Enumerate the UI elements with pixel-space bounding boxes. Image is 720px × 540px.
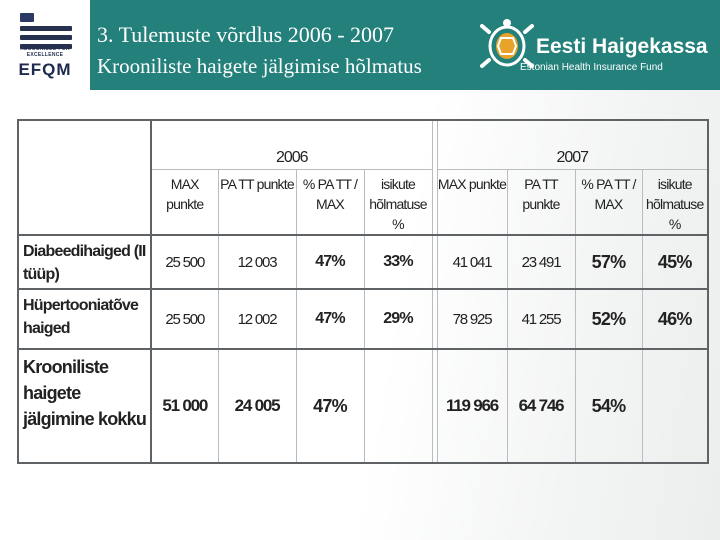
cell-patt-2007: 64 746 [506,348,576,464]
cell-max-2007: 41 041 [436,234,508,290]
efqm-logo: RECOGNISED FOR EXCELLENCE EFQM [0,0,89,90]
col-max-2006: MAX punkte [150,169,219,236]
efqm-recognised-text: RECOGNISED FOR EXCELLENCE [20,46,70,58]
cell-pct-2007: 52% [574,288,643,350]
turtle-icon [480,19,534,68]
brand-name: Eesti Haigekassa [536,35,708,58]
cell-pct-2007: 54% [574,348,643,464]
col-patt-2006: PA TT punkte [217,169,297,236]
row-label: Krooniliste haigete jälgimine kokku [17,348,152,464]
cell-max-2007: 78 925 [436,288,508,350]
cell-isik-2006: 33% [363,234,433,290]
cell-isik-2006: 29% [363,288,433,350]
cell-max-2007: 119 966 [436,348,508,464]
cell-max-2006: 51 000 [150,348,219,464]
cell-patt-2006: 12 002 [217,288,297,350]
title-band [90,0,720,90]
row-label: Hüpertooniatõve haiged [17,288,152,350]
cell-max-2006: 25 500 [150,288,219,350]
cell-pct-2006: 47% [295,234,365,290]
cell-isik-2007: 45% [641,234,709,290]
table-row: Krooniliste haigete jälgimine kokku 51 0… [17,348,709,464]
cell-pct-2006: 47% [295,288,365,350]
corner-cell [17,119,152,236]
row-label: Diabeedihaiged (II tüüp) [17,234,152,290]
cell-patt-2007: 41 255 [506,288,576,350]
comparison-table: 2006 2007 MAX punkte PA TT punkte % PA T… [17,119,709,464]
cell-isik-2007: 46% [641,288,709,350]
brand-subtitle: Estonian Health Insurance Fund [520,62,663,73]
col-patt-2007: PA TT punkte [506,169,576,236]
col-pct-2006: % PA TT / MAX [295,169,365,236]
efqm-wordmark: EFQM [18,60,72,79]
year-2007-header: 2007 [436,119,709,170]
slide-title: 3. Tulemuste võrdlus 2006 - 2007 [97,22,395,47]
col-isik-2007: isikute hõlmatuse % [641,169,709,236]
cell-pct-2006: 47% [295,348,365,464]
cell-isik-2007 [641,348,709,464]
col-isik-2006: isikute hõlmatuse % [363,169,433,236]
cell-pct-2007: 57% [574,234,643,290]
table-row: Diabeedihaiged (II tüüp) 25 500 12 003 4… [17,234,709,290]
slide-header: RECOGNISED FOR EXCELLENCE EFQM 3. Tulemu… [0,0,720,90]
cell-patt-2006: 24 005 [217,348,297,464]
haigekassa-logo: Eesti Haigekassa Estonian Health Insuran… [480,18,716,78]
col-max-2007: MAX punkte [436,169,508,236]
cell-patt-2006: 12 003 [217,234,297,290]
efqm-bars-icon [20,13,72,53]
year-2006-header: 2006 [150,119,433,170]
cell-max-2006: 25 500 [150,234,219,290]
table-row: Hüpertooniatõve haiged 25 500 12 002 47%… [17,288,709,350]
slide-subtitle: Krooniliste haigete jälgimise hõlmatus [97,54,422,78]
col-pct-2007: % PA TT / MAX [574,169,643,236]
cell-isik-2006 [363,348,433,464]
cell-patt-2007: 23 491 [506,234,576,290]
